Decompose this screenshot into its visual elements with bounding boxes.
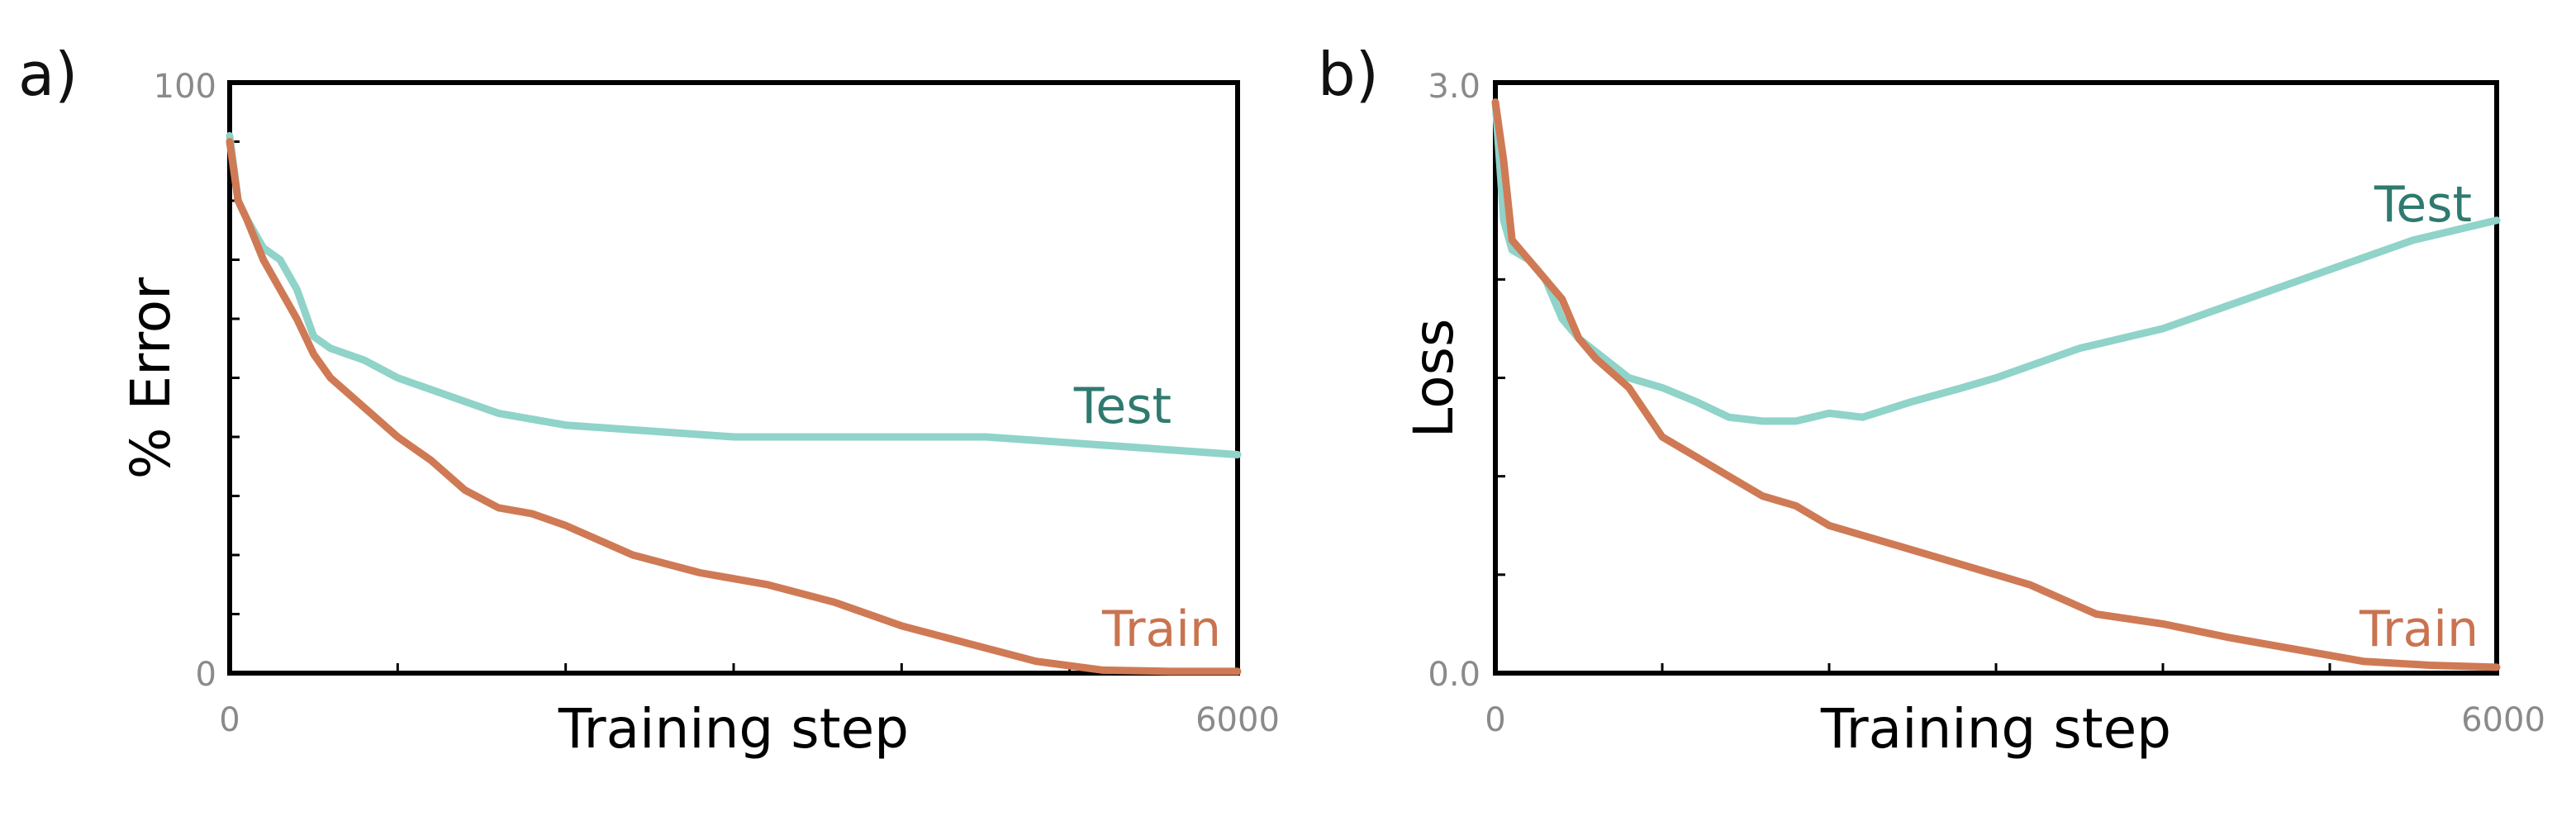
panel-b-y-axis-title: Loss <box>1402 319 1466 439</box>
panel-b-train-series-label: Train <box>2359 600 2479 658</box>
panel-a-x-tick-left: 0 <box>219 701 240 739</box>
panel-b-x-tick-right: 6000 <box>2461 701 2545 739</box>
panel-a-y-tick-top: 100 <box>154 68 216 106</box>
panel-b-test-series-line <box>1491 98 2501 425</box>
panel-a-test-series-line <box>226 131 1242 458</box>
panel-a-test-series-label: Test <box>1073 377 1172 435</box>
panel-a-train-series-label: Train <box>1101 600 1221 658</box>
panel-b-train-series-line <box>1491 98 2501 671</box>
panel-b-test-series-label: Test <box>2374 176 2472 234</box>
panel-b-x-axis-title: Training step <box>1820 697 2171 761</box>
panel-a-x-tick-right: 6000 <box>1195 701 1280 739</box>
panel-b-label: b) <box>1318 40 1379 109</box>
panel-b-y-tick-bottom: 0.0 <box>1428 656 1480 694</box>
panel-a-y-tick-bottom: 0 <box>196 656 216 694</box>
panel-a-train-series-line <box>226 138 1242 676</box>
panel-b-x-tick-left: 0 <box>1485 701 1505 739</box>
panel-a-y-axis-title: % Error <box>119 277 183 479</box>
panel-a: a) 100 0 0 6000 Training step % Error Te… <box>18 40 1280 761</box>
panel-b-y-tick-top: 3.0 <box>1428 68 1480 106</box>
panel-b: b) 3.0 0.0 0 6000 Training step Loss Tes… <box>1318 40 2545 761</box>
panel-a-label: a) <box>18 40 78 109</box>
panel-a-x-axis-title: Training step <box>558 697 909 761</box>
